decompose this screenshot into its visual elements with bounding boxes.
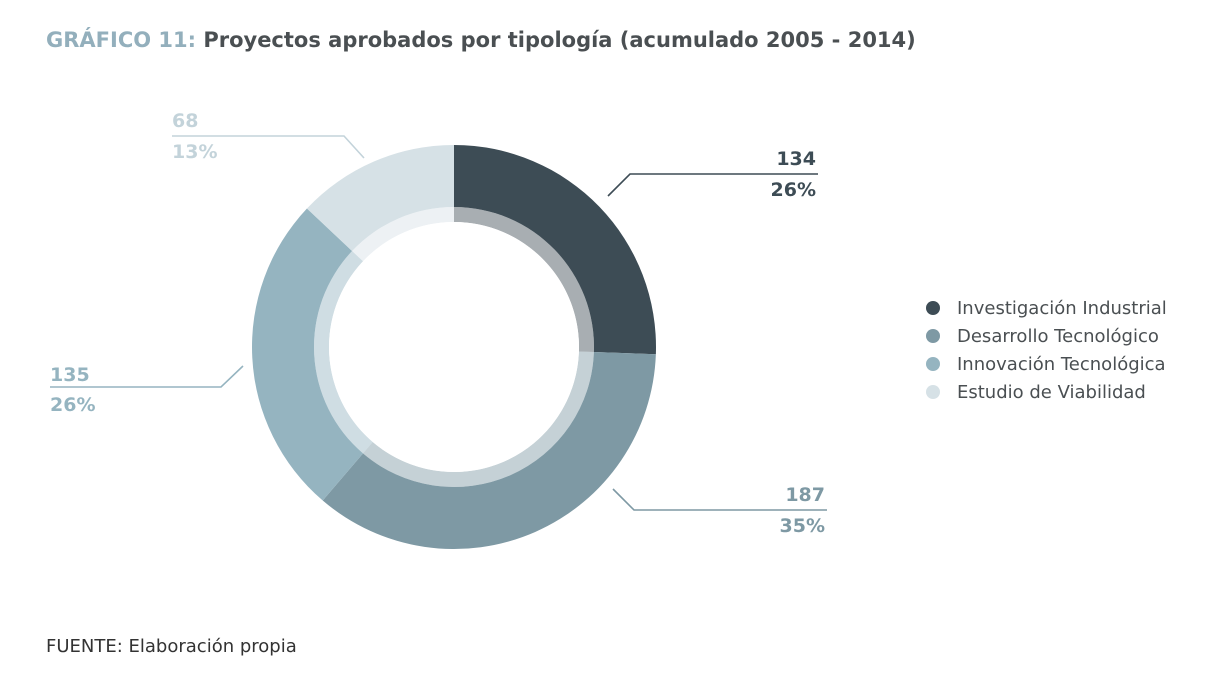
legend-label-investigacion-industrial: Investigación Industrial: [957, 297, 1167, 319]
callout-line-investigacion-industrial: [607, 173, 818, 197]
legend-item-estudio-de-viabilidad: Estudio de Viabilidad: [926, 378, 1167, 406]
percent-label-innovacion-tecnologica: 26%: [50, 394, 95, 416]
legend-item-desarrollo-tecnologico: Desarrollo Tecnológico: [926, 322, 1167, 350]
inner-band-investigacion-industrial: [454, 207, 594, 353]
percent-label-estudio-de-viabilidad: 13%: [172, 141, 217, 163]
chart-title-text: Proyectos aprobados por tipología (acumu…: [196, 28, 916, 52]
legend-swatch-desarrollo-tecnologico: [926, 329, 940, 343]
value-label-innovacion-tecnologica: 135: [50, 364, 90, 386]
inner-band-estudio-de-viabilidad: [352, 207, 454, 262]
value-label-estudio-de-viabilidad: 68: [172, 110, 198, 132]
inner-band-desarrollo-tecnologico: [363, 351, 594, 488]
legend-label-desarrollo-tecnologico: Desarrollo Tecnológico: [957, 325, 1159, 347]
inner-band-innovacion-tecnologica: [313, 251, 373, 454]
slice-estudio-de-viabilidad: [306, 145, 454, 252]
legend-item-innovacion-tecnologica: Innovación Tecnológica: [926, 350, 1167, 378]
percent-label-desarrollo-tecnologico: 35%: [780, 515, 825, 537]
callout-line-desarrollo-tecnologico: [612, 488, 827, 511]
legend: Investigación Industrial Desarrollo Tecno…: [926, 294, 1167, 406]
callout-line-estudio-de-viabilidad: [172, 135, 365, 159]
legend-swatch-innovacion-tecnologica: [926, 357, 940, 371]
legend-item-investigacion-industrial: Investigación Industrial: [926, 294, 1167, 322]
slice-investigacion-industrial: [454, 145, 657, 355]
source-note: FUENTE: Elaboración propia: [46, 636, 297, 657]
callout-line-innovacion-tecnologica: [50, 365, 244, 388]
slice-desarrollo-tecnologico: [322, 352, 656, 549]
value-label-desarrollo-tecnologico: 187: [785, 484, 825, 506]
slice-innovacion-tecnologica: [251, 208, 364, 501]
chart-title-prefix: GRÁFICO 11:: [46, 28, 197, 52]
legend-label-estudio-de-viabilidad: Estudio de Viabilidad: [957, 381, 1146, 403]
percent-label-investigacion-industrial: 26%: [771, 179, 816, 201]
chart-title: GRÁFICO 11: Proyectos aprobados por tipo…: [46, 28, 916, 52]
legend-swatch-investigacion-industrial: [926, 301, 940, 315]
legend-label-innovacion-tecnologica: Innovación Tecnológica: [957, 353, 1166, 375]
donut-hole: [329, 222, 579, 472]
value-label-investigacion-industrial: 134: [776, 148, 816, 170]
legend-swatch-estudio-de-viabilidad: [926, 385, 940, 399]
